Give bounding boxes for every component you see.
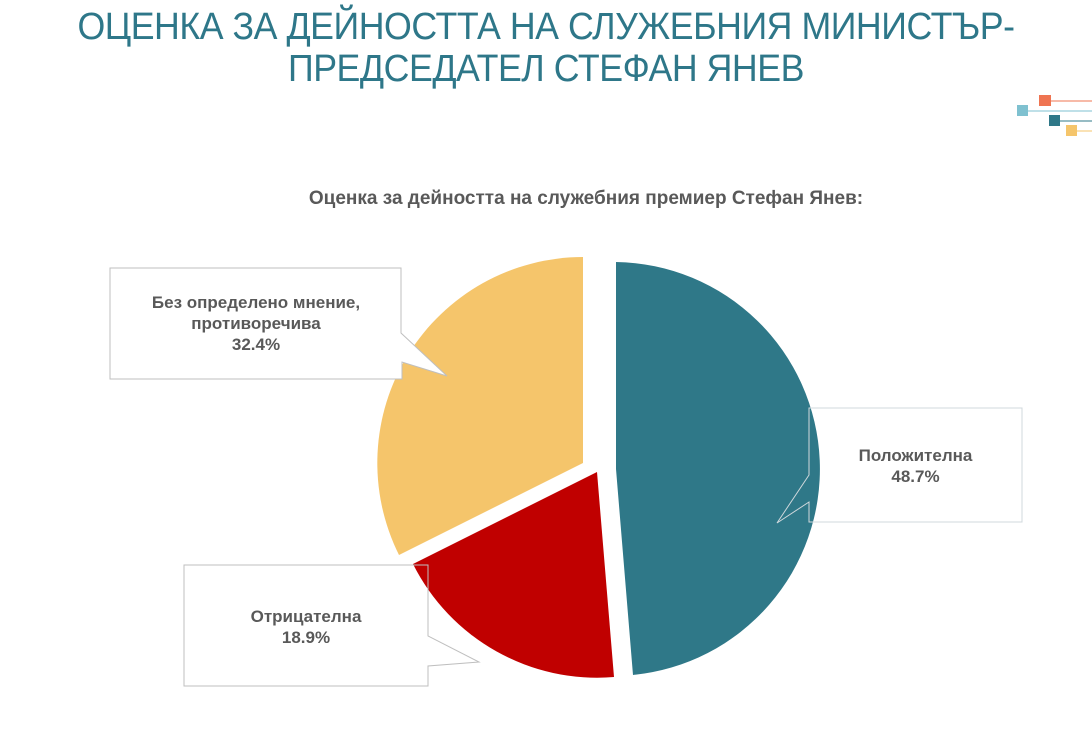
callout-negative — [183, 564, 481, 687]
label-neutral-name-1: Без определено мнение, — [151, 293, 361, 312]
slide-title-line-2: ПРЕДСЕДАТЕЛ СТЕФАН ЯНЕВ — [287, 48, 804, 90]
pie-slice-negative — [413, 472, 614, 678]
callout-positive — [776, 407, 1023, 524]
slide-title-line-1: ОЦЕНКА ЗА ДЕЙНОСТТА НА СЛУЖЕБНИЯ МИНИСТЪ… — [77, 6, 1015, 48]
label-neutral: Без определено мнение, противоречива 32.… — [110, 292, 402, 355]
callout-neutral — [109, 267, 448, 380]
pie-slice-neutral — [377, 257, 583, 555]
label-neutral-value: 32.4% — [231, 335, 281, 354]
chart-title: Оценка за дейността на служебния премиер… — [308, 188, 864, 209]
label-positive: Положителна 48.7% — [809, 445, 1022, 487]
label-positive-name: Положителна — [858, 446, 973, 465]
slide-title: ОЦЕНКА ЗА ДЕЙНОСТТА НА СЛУЖЕБНИЯ МИНИСТЪ… — [33, 6, 1059, 90]
label-neutral-name-2: противоречива — [191, 314, 321, 333]
pie-slice-positive — [616, 262, 820, 675]
label-negative-name: Отрицателна — [250, 607, 362, 626]
label-negative: Отрицателна 18.9% — [184, 606, 428, 648]
label-positive-value: 48.7% — [891, 467, 940, 486]
label-negative-value: 18.9% — [281, 628, 331, 647]
